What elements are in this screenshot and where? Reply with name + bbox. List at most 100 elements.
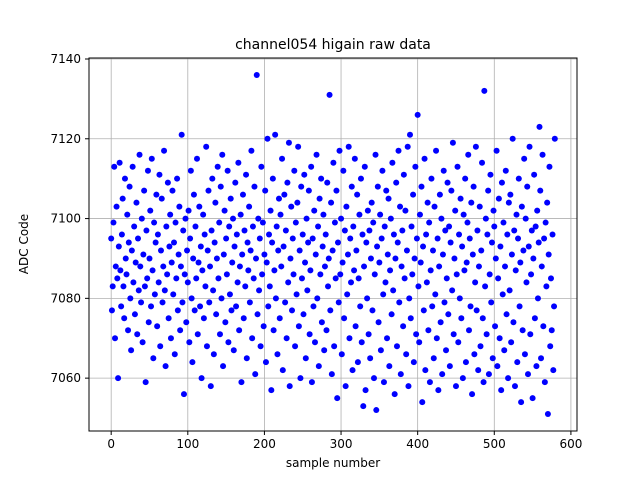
data-point (223, 271, 230, 278)
data-point (295, 323, 302, 330)
data-point (406, 295, 413, 302)
data-point (186, 339, 193, 346)
data-point (533, 363, 540, 370)
data-point (126, 183, 133, 190)
data-point (351, 267, 358, 274)
data-point (291, 167, 298, 174)
data-point (464, 219, 471, 226)
data-point (493, 147, 500, 154)
data-point (370, 219, 377, 226)
data-point (319, 243, 326, 250)
data-point (198, 375, 205, 382)
data-point (491, 223, 498, 230)
data-point (170, 291, 177, 298)
data-point (290, 271, 297, 278)
data-point (263, 259, 270, 266)
data-point (348, 183, 355, 190)
data-point (513, 211, 520, 218)
data-point (197, 243, 204, 250)
data-point (292, 219, 299, 226)
data-point (357, 303, 364, 310)
data-point (511, 227, 518, 234)
data-point (441, 299, 448, 306)
data-point (518, 399, 525, 406)
data-point (110, 219, 117, 226)
data-point (362, 387, 369, 394)
data-point (305, 239, 312, 246)
data-point (413, 331, 420, 338)
data-point (314, 295, 321, 302)
data-point (143, 227, 150, 234)
data-point (109, 283, 116, 290)
data-point (320, 211, 327, 218)
data-point (316, 195, 323, 202)
data-point (256, 235, 263, 242)
data-point (357, 175, 364, 182)
data-point (521, 351, 528, 358)
data-point (449, 139, 456, 146)
data-point (530, 255, 537, 262)
data-point (542, 219, 549, 226)
data-point (164, 271, 171, 278)
data-point (334, 239, 341, 246)
data-point (416, 211, 423, 218)
data-point (492, 255, 499, 262)
data-point (207, 383, 214, 390)
data-point (505, 199, 512, 206)
data-point (242, 283, 249, 290)
data-point (138, 215, 145, 222)
data-point (257, 343, 264, 350)
data-point (115, 375, 122, 382)
data-point (420, 307, 427, 314)
data-point (288, 203, 295, 210)
data-point (194, 331, 201, 338)
data-point (117, 267, 124, 274)
data-point (483, 331, 490, 338)
data-point (377, 347, 384, 354)
data-point (294, 199, 301, 206)
data-point (479, 315, 486, 322)
data-point (404, 143, 411, 150)
data-point (120, 283, 127, 290)
data-point (346, 335, 353, 342)
data-point (431, 203, 438, 210)
data-point (139, 339, 146, 346)
data-point (452, 207, 459, 214)
data-point (108, 235, 115, 242)
data-point (246, 299, 253, 306)
data-point (295, 143, 302, 150)
data-point (195, 259, 202, 266)
data-point (337, 271, 344, 278)
data-point (378, 235, 385, 242)
y-tick-label: 7060 (50, 371, 81, 385)
data-point (392, 255, 399, 262)
data-point (208, 227, 215, 234)
x-tick-label: 100 (176, 437, 199, 451)
data-point (276, 315, 283, 322)
data-point (308, 163, 315, 170)
data-point (358, 339, 365, 346)
data-point (315, 363, 322, 370)
data-point (396, 299, 403, 306)
data-point (453, 271, 460, 278)
data-point (259, 219, 266, 226)
data-point (420, 243, 427, 250)
data-point (446, 223, 453, 230)
data-point (331, 219, 338, 226)
data-point (277, 211, 284, 218)
data-point (157, 247, 164, 254)
data-point (507, 191, 514, 198)
data-point (112, 263, 119, 270)
data-point (361, 163, 368, 170)
data-point (115, 243, 122, 250)
data-point (534, 295, 541, 302)
data-point (252, 371, 259, 378)
data-point (341, 227, 348, 234)
data-point (229, 259, 236, 266)
data-point (423, 279, 430, 286)
data-point (482, 283, 489, 290)
data-point (176, 203, 183, 210)
data-point (228, 307, 235, 314)
data-point (142, 379, 149, 386)
data-point (289, 307, 296, 314)
